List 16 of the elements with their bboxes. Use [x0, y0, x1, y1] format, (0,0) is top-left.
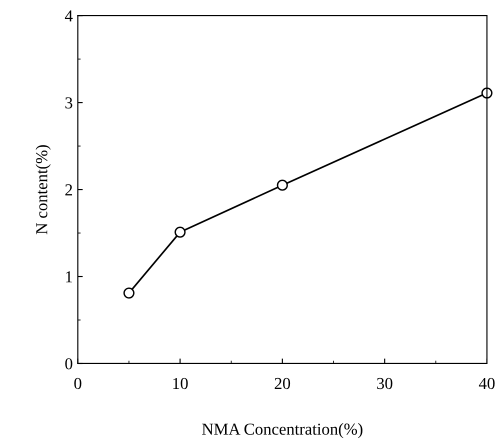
x-tick-label: 0: [74, 378, 82, 390]
point: [123, 287, 135, 299]
point: [174, 226, 186, 238]
y-tick-label: 0: [65, 358, 72, 370]
y-tick-label: 2: [65, 184, 72, 196]
x-tick-label: 30: [377, 378, 392, 390]
x-tick-label: 20: [274, 378, 290, 390]
y-tick-label: 4: [64, 10, 73, 22]
x-tick-label: 40: [478, 378, 495, 390]
point: [481, 87, 492, 99]
y-tick-label: 1: [66, 271, 72, 282]
point: [276, 180, 288, 191]
y-tick-label: 3: [65, 97, 72, 109]
x-tick-label: 10: [173, 378, 188, 390]
y-axis-title: N content(%): [36, 145, 51, 234]
x-axis-title: NMA Concentration(%): [202, 423, 362, 438]
